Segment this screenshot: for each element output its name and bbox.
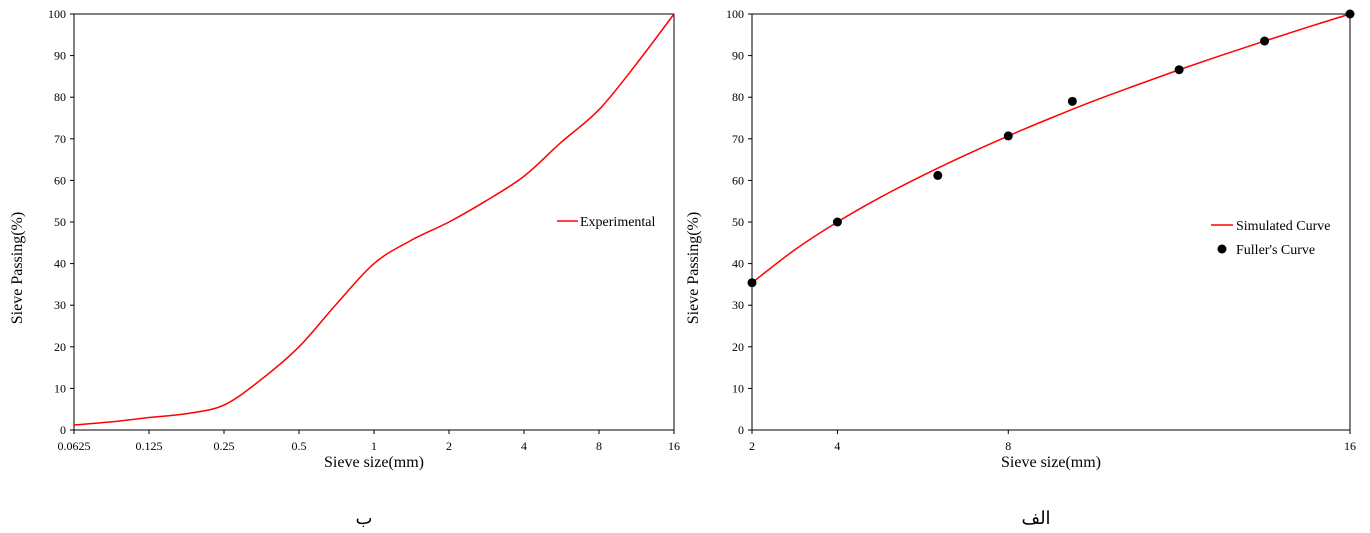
- left-y-tick-label: 40: [54, 257, 66, 271]
- right-y-tick-label: 10: [732, 381, 744, 395]
- right-y-tick-label: 40: [732, 257, 744, 271]
- right-series-0-line: [751, 13, 1351, 284]
- chart-fuller: 0 10 20 30 40 50 60 70 80 90 100 2 4 8 16 Sieve size(…: [685, 7, 1356, 528]
- right-series-1-point: [832, 217, 842, 227]
- right-legend-label-simulated: Simulated Curve: [1236, 219, 1331, 234]
- left-x-axis-title: Sieve size(mm): [324, 454, 424, 471]
- left-y-tick-label: 30: [54, 298, 66, 312]
- left-x-ticks: 0.0625 0.125 0.25 0.5 1 2 4 8 16: [58, 430, 680, 453]
- left-y-tick-label: 70: [54, 132, 66, 146]
- right-series-1-point: [747, 278, 757, 288]
- left-x-tick-label: 0.125: [136, 439, 163, 453]
- right-legend: Simulated Curve Fuller's Curve: [1211, 219, 1331, 258]
- left-x-tick-label: 1: [371, 439, 377, 453]
- left-y-tick-label: 90: [54, 49, 66, 63]
- right-y-tick-label: 70: [732, 132, 744, 146]
- right-y-ticks: 0 10 20 30 40 50 60 70 80 90 100: [726, 7, 752, 437]
- right-legend-label-fuller: Fuller's Curve: [1236, 243, 1315, 258]
- left-x-tick-label: 8: [596, 439, 602, 453]
- right-series-1-point: [1260, 36, 1270, 46]
- right-x-tick-label: 16: [1344, 439, 1356, 453]
- right-y-tick-label: 100: [726, 7, 744, 21]
- left-series: [73, 13, 675, 426]
- left-legend-label-experimental: Experimental: [580, 215, 656, 230]
- right-x-ticks: 2 4 8 16: [749, 430, 1356, 453]
- left-y-tick-label: 10: [54, 381, 66, 395]
- right-x-axis-title: Sieve size(mm): [1001, 454, 1101, 471]
- right-series: [747, 9, 1355, 288]
- left-y-tick-label: 100: [48, 7, 66, 21]
- left-x-tick-label: 0.25: [214, 439, 235, 453]
- right-y-tick-label: 80: [732, 90, 744, 104]
- right-y-tick-label: 20: [732, 340, 744, 354]
- right-x-tick-label: 8: [1005, 439, 1011, 453]
- right-series-1-point: [933, 170, 943, 180]
- left-y-tick-label: 0: [60, 423, 66, 437]
- left-y-tick-label: 50: [54, 215, 66, 229]
- left-x-tick-label: 2: [446, 439, 452, 453]
- left-y-tick-label: 80: [54, 90, 66, 104]
- left-y-tick-label: 60: [54, 173, 66, 187]
- right-legend-swatch-fuller: [1217, 244, 1227, 254]
- right-x-tick-label: 2: [749, 439, 755, 453]
- right-y-axis-title: Sieve Passing(%): [685, 212, 702, 324]
- right-y-tick-label: 50: [732, 215, 744, 229]
- left-x-tick-label: 4: [521, 439, 527, 453]
- right-x-tick-label: 4: [834, 439, 840, 453]
- left-x-tick-label: 0.5: [292, 439, 307, 453]
- right-series-1-point: [1345, 9, 1355, 19]
- right-series-1-point: [1067, 96, 1077, 106]
- right-series-1-point: [1003, 131, 1013, 141]
- right-y-tick-label: 90: [732, 49, 744, 63]
- right-y-tick-label: 0: [738, 423, 744, 437]
- left-legend: Experimental: [557, 215, 656, 230]
- right-y-tick-label: 60: [732, 173, 744, 187]
- left-caption: ب: [356, 508, 373, 528]
- left-y-tick-label: 20: [54, 340, 66, 354]
- left-y-ticks: 0 10 20 30 40 50 60 70 80 90 100: [48, 7, 74, 437]
- right-series-1-point: [1174, 65, 1184, 75]
- right-y-tick-label: 30: [732, 298, 744, 312]
- left-x-tick-label: 16: [668, 439, 680, 453]
- left-y-axis-title: Sieve Passing(%): [9, 212, 26, 324]
- left-x-tick-label: 0.0625: [58, 439, 91, 453]
- left-series-0-line: [73, 13, 675, 426]
- right-caption: الف: [1021, 508, 1050, 528]
